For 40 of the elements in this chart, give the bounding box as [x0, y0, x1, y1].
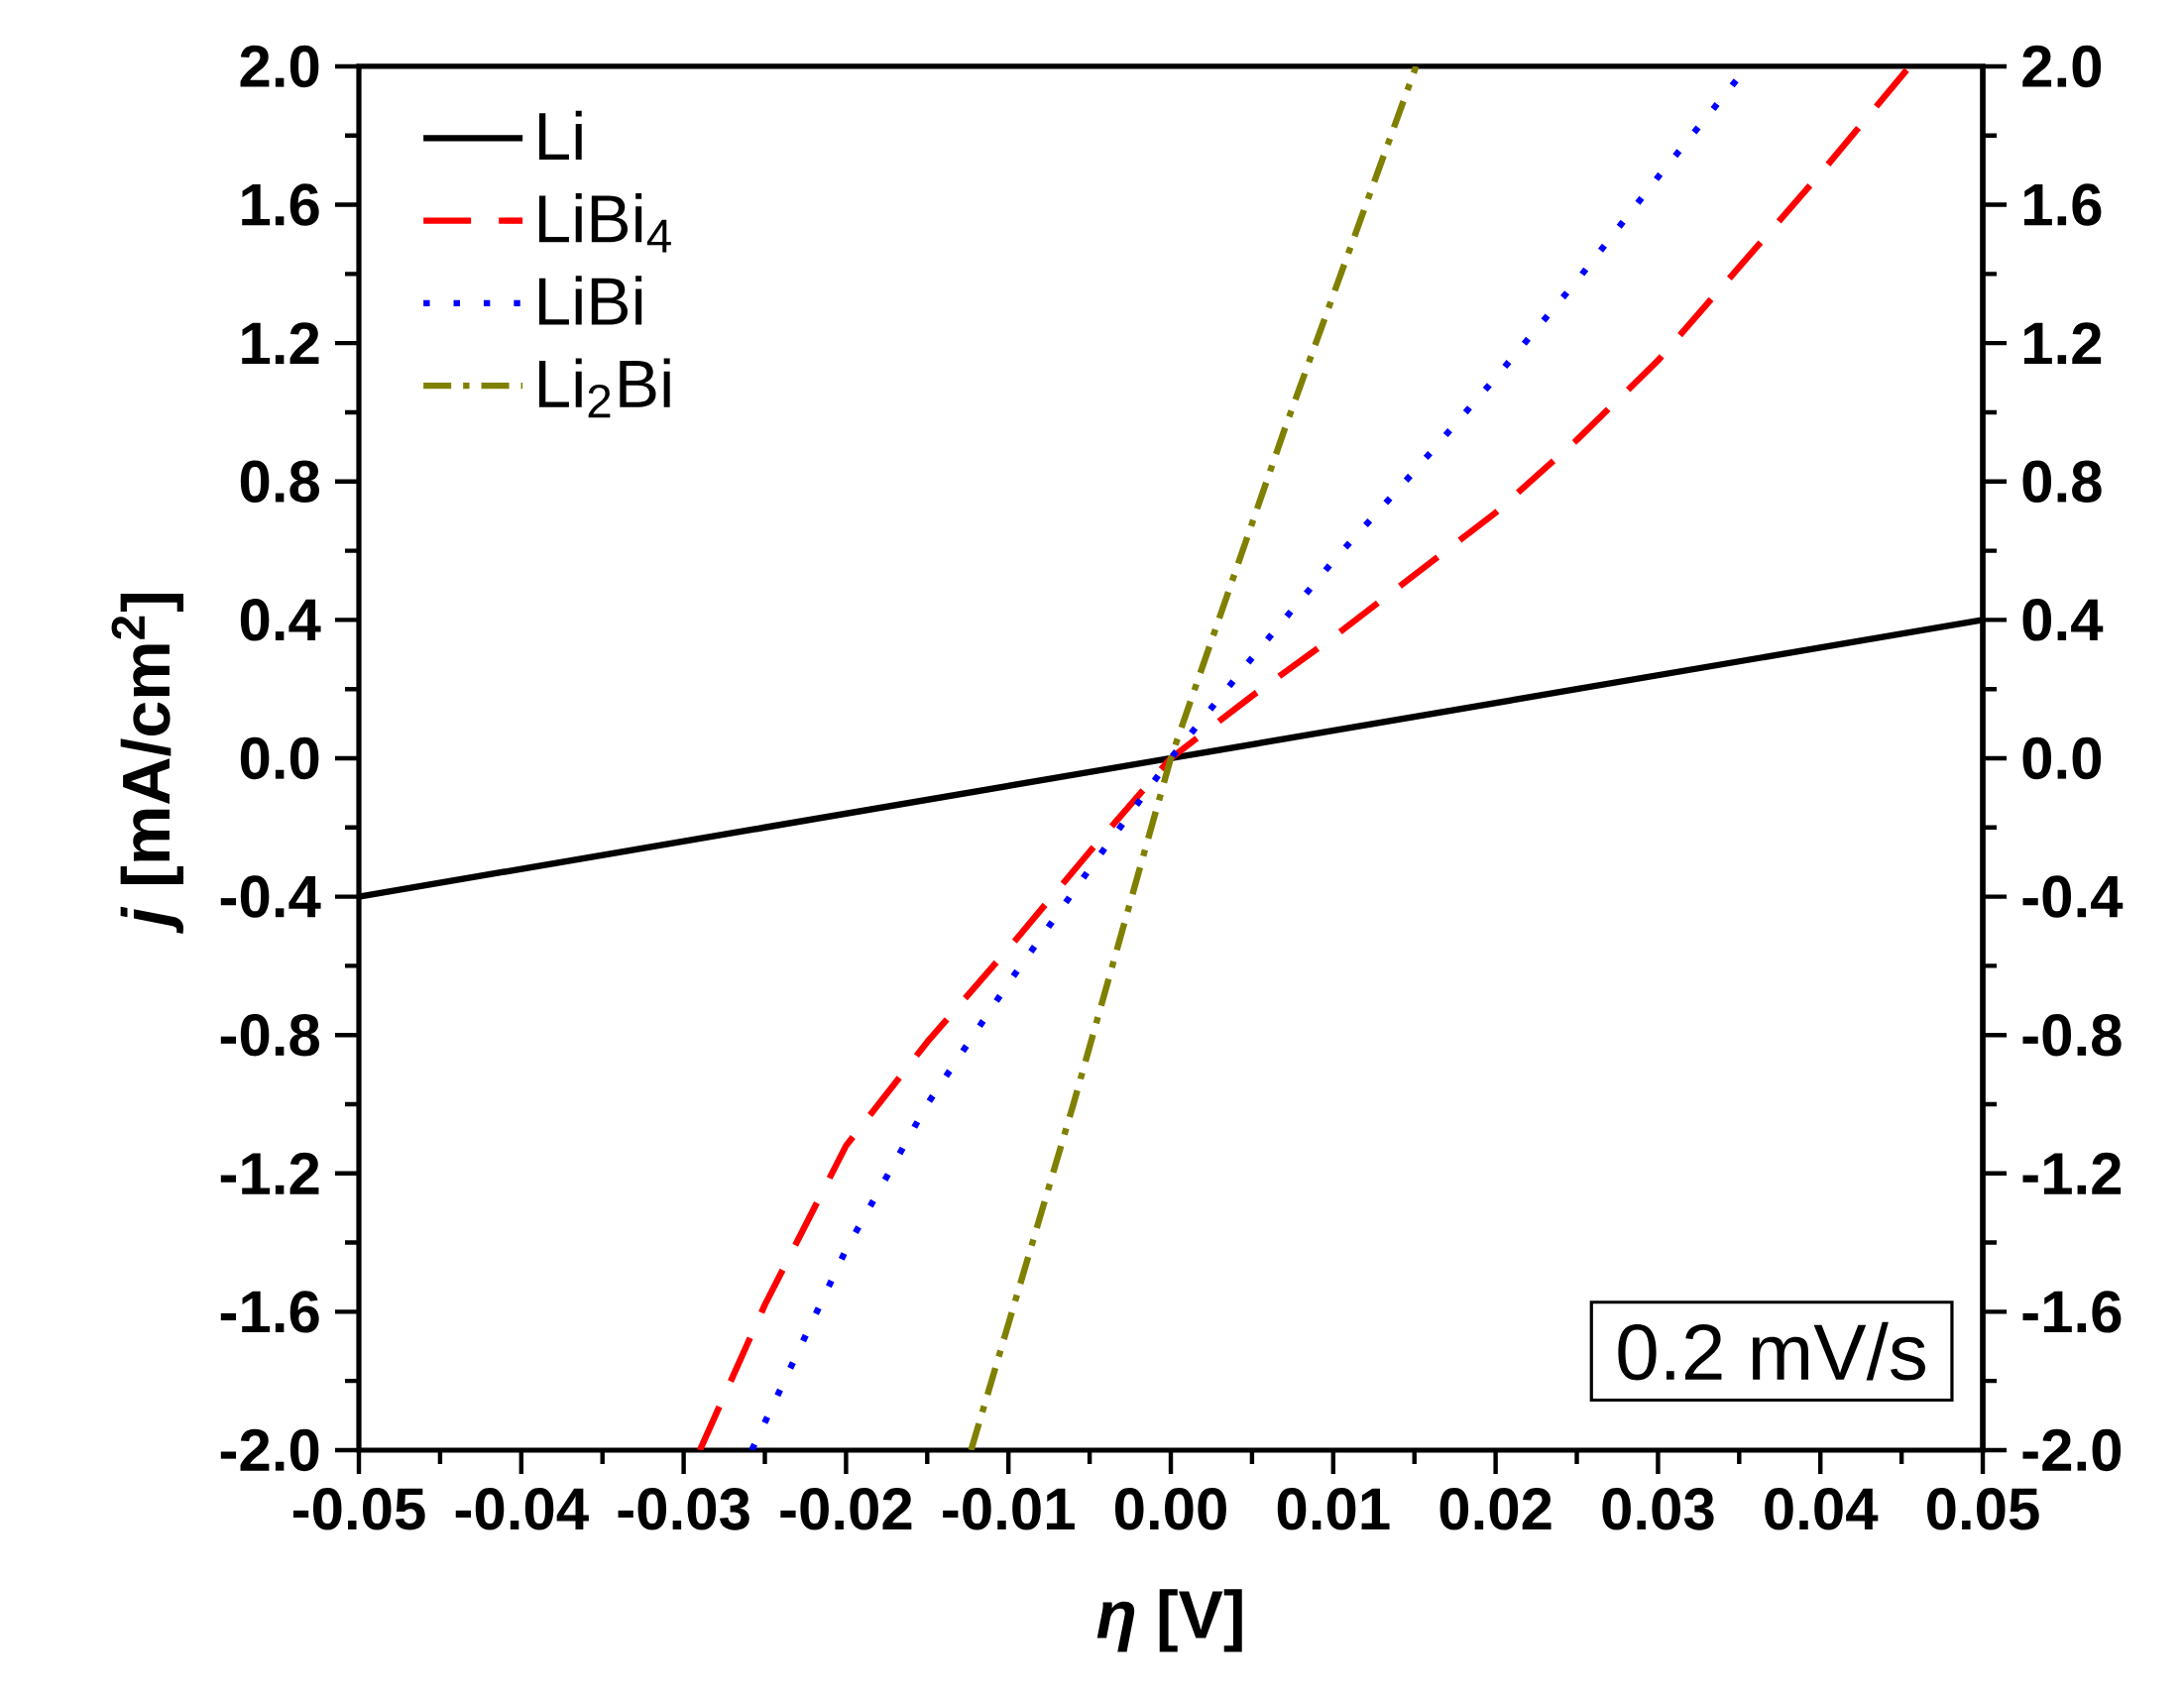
- x-axis-title: η [V]: [1096, 1589, 1242, 1652]
- y2-tick-label: 0.0: [2022, 736, 2102, 780]
- y2-tick-label: -1.2: [2022, 1152, 2122, 1194]
- legend-label: LiBi: [538, 276, 642, 325]
- x-tick-label: 0.00: [1115, 1488, 1226, 1530]
- x-tick-label: -0.03: [618, 1488, 749, 1530]
- x-tick-label: -0.04: [455, 1488, 589, 1530]
- x-tick-label: -0.02: [780, 1488, 912, 1530]
- legend-label: LiBi$_{4}$: [538, 193, 671, 253]
- y2-tick-label: 2.0: [2022, 45, 2102, 88]
- x-tick-label: 0.04: [1765, 1488, 1879, 1530]
- y2-tick-label: -0.8: [2022, 1013, 2122, 1057]
- y-tick-label: 0.4: [240, 599, 321, 641]
- y-tick-label: 2.0: [240, 45, 319, 88]
- y-tick-label: 1.2: [242, 322, 319, 365]
- y2-tick-label: -2.0: [2022, 1428, 2122, 1472]
- y2-tick-label: -1.6: [2022, 1291, 2122, 1333]
- y-tick-label: 0.8: [240, 460, 319, 503]
- x-tick-label: 0.05: [1927, 1488, 2039, 1530]
- y2-tick-label: 0.4: [2022, 599, 2104, 641]
- y2-tick-label: 0.8: [2022, 460, 2102, 503]
- y-tick-label: -2.0: [220, 1428, 319, 1472]
- y2-tick-label: 1.2: [2023, 322, 2102, 365]
- legend-label: Li$_{2}$Bi: [538, 358, 670, 418]
- annotation: 0.2 mV/s: [1618, 1321, 1925, 1381]
- y2-tick-label: -0.4: [2022, 875, 2124, 918]
- x-tick-label: 0.01: [1277, 1488, 1390, 1530]
- x-tick-label: -0.05: [292, 1488, 425, 1530]
- y-tick-label: -0.8: [220, 1013, 319, 1057]
- x-tick-label: 0.02: [1439, 1488, 1552, 1530]
- y-tick-label: 0.0: [240, 736, 319, 780]
- y-tick-label: 1.6: [242, 183, 319, 226]
- y-axis-title: j [mA/cm$^{2}$]: [111, 594, 184, 934]
- x-tick-label: 0.03: [1602, 1488, 1714, 1530]
- x-tick-label: -0.01: [943, 1488, 1075, 1530]
- y2-tick-label: 1.6: [2023, 183, 2102, 226]
- y-tick-label: -1.2: [220, 1152, 319, 1194]
- y-tick-label: -1.6: [220, 1291, 319, 1333]
- y-tick-label: -0.4: [220, 875, 321, 918]
- legend-label: Li: [538, 110, 582, 160]
